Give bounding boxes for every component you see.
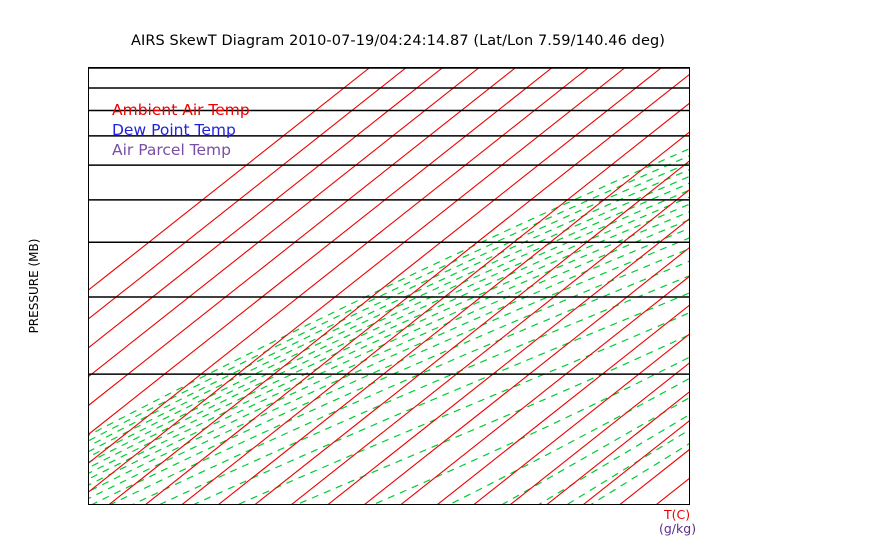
skewt-plot-area (88, 67, 690, 505)
legend-dew-point-temp: Dew Point Temp (112, 121, 236, 139)
isobar-lines (89, 68, 689, 375)
skewt-plot-svg (89, 68, 689, 504)
isotherm-lines (89, 68, 689, 504)
temperature-axis-label: T(C) (664, 507, 691, 522)
curve-legend: Ambient Air Temp Dew Point Temp Air Parc… (112, 100, 250, 160)
mixing-ratio-axis-label: (g/kg) (659, 521, 697, 536)
legend-ambient-air-temp: Ambient Air Temp (112, 101, 250, 119)
moist-adiabat-lines (89, 148, 689, 504)
pressure-axis-title: PRESSURE (MB) (27, 238, 41, 334)
legend-air-parcel-temp: Air Parcel Temp (112, 141, 231, 159)
page-title: AIRS SkewT Diagram 2010-07-19/04:24:14.8… (130, 33, 666, 49)
